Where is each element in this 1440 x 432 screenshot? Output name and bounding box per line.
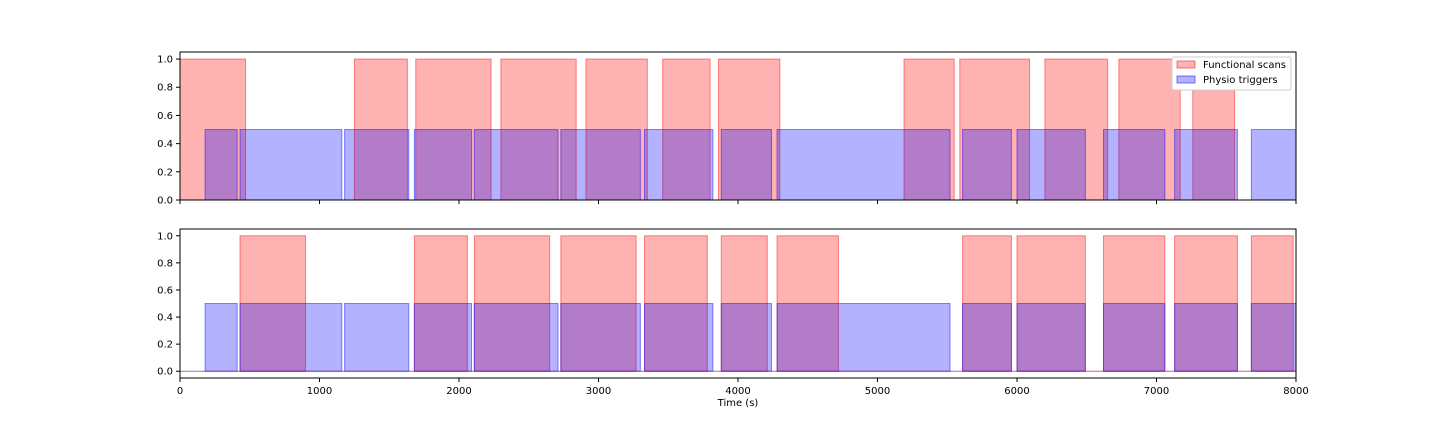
bottom-functional-scans-block-0 [239, 235, 307, 372]
bottom-y-axis: 0.0 0.2 0.4 0.6 0.8 1.0 [157, 231, 180, 378]
bottom-physio-triggers-block-6 [644, 303, 714, 372]
bottom-ytick-label-4: 0.8 [157, 258, 173, 269]
bottom-physio-triggers-block-9 [962, 303, 1012, 372]
bottom-xtick-label-6: 6000 [1004, 386, 1029, 397]
top-ytick-label-2: 0.4 [157, 139, 173, 150]
bottom-functional-scans-block-1 [413, 235, 468, 372]
x-axis-label: Time (s) [717, 398, 759, 409]
bottom-functional-scans-block-5 [720, 235, 768, 372]
bottom-series-physio-triggers [204, 303, 1297, 372]
top-physio-triggers-block-6 [644, 129, 714, 201]
top-functional-scans-block-2 [415, 58, 492, 201]
bottom-functional-scans-block-10 [1174, 235, 1238, 372]
top-physio-triggers-block-7 [720, 129, 772, 201]
bottom-physio-triggers-block-0 [204, 303, 238, 372]
legend-label-functional-scans: Functional scans [1203, 60, 1286, 71]
top-ytick-label-5: 1.0 [157, 55, 173, 66]
top-ytick-label-1: 0.2 [157, 167, 173, 178]
top-physio-triggers-block-0 [204, 129, 238, 201]
bottom-functional-scans-block-4 [644, 235, 708, 372]
bottom-physio-triggers-block-4 [473, 303, 559, 372]
bottom-physio-triggers-block-10 [1016, 303, 1086, 372]
bottom-physio-triggers-block-7 [720, 303, 772, 372]
bottom-xtick-label-2: 2000 [446, 386, 471, 397]
bottom-physio-triggers-block-13 [1250, 303, 1297, 372]
legend-swatch-physio-triggers [1176, 75, 1196, 84]
bottom-functional-scans-block-2 [473, 235, 551, 372]
bottom-xtick-label-3: 3000 [586, 386, 611, 397]
top-plot-fills [179, 58, 1297, 201]
top-functional-scans-block-8 [959, 58, 1031, 201]
bottom-ytick-label-2: 0.4 [157, 313, 173, 324]
bottom-xtick-label-0: 0 [177, 386, 183, 397]
top-physio-triggers-block-1 [239, 129, 343, 201]
top-physio-triggers-block-13 [1250, 129, 1297, 201]
bottom-functional-scans-block-6 [776, 235, 839, 372]
bottom-physio-triggers-block-1 [239, 303, 343, 372]
bottom-xtick-label-7: 7000 [1144, 386, 1169, 397]
bottom-xtick-label-5: 5000 [865, 386, 890, 397]
bottom-ytick-label-1: 0.2 [157, 340, 173, 351]
top-series-physio-triggers [204, 129, 1297, 201]
top-physio-triggers-block-3 [413, 129, 473, 201]
top-functional-scans-block-1 [353, 58, 408, 201]
top-physio-triggers-block-5 [560, 129, 641, 201]
bottom-physio-triggers-block-11 [1102, 303, 1166, 372]
top-series-functional-scans [179, 58, 1236, 201]
bottom-panel: 0.0 0.2 0.4 0.6 0.8 1.0 0 1000 2000 3000 4000 5000… [157, 228, 1309, 409]
top-physio-triggers-block-12 [1174, 129, 1238, 201]
bottom-xtick-label-1: 1000 [307, 386, 332, 397]
bottom-ytick-label-5: 1.0 [157, 231, 173, 242]
bottom-xtick-label-8: 8000 [1283, 386, 1308, 397]
top-functional-scans-block-0 [179, 58, 247, 201]
legend-label-physio-triggers: Physio triggers [1203, 75, 1278, 86]
bottom-functional-scans-block-8 [1016, 235, 1086, 372]
top-physio-triggers-block-8 [776, 129, 951, 201]
bottom-x-axis: 0 1000 2000 3000 4000 5000 6000 7000 8000 [177, 378, 1309, 397]
bottom-ytick-label-0: 0.0 [157, 367, 173, 378]
top-ytick-label-4: 0.8 [157, 83, 173, 94]
top-functional-scans-block-7 [903, 58, 955, 201]
bottom-functional-scans-block-9 [1102, 235, 1166, 372]
legend: Functional scans Physio triggers [1171, 56, 1292, 91]
top-panel: 0.0 0.2 0.4 0.6 0.8 1.0 Functional scans Phys… [157, 51, 1297, 207]
top-functional-scans-block-6 [717, 58, 781, 201]
top-x-axis [179, 200, 1297, 204]
bottom-functional-scans-block-11 [1250, 235, 1294, 372]
bottom-xtick-label-4: 4000 [725, 386, 750, 397]
bottom-physio-triggers-block-8 [776, 303, 951, 372]
top-physio-triggers-block-4 [473, 129, 559, 201]
bottom-physio-triggers-block-2 [344, 303, 410, 372]
bottom-physio-triggers-block-5 [560, 303, 641, 372]
legend-box [1171, 56, 1292, 91]
top-ytick-label-3: 0.6 [157, 111, 173, 122]
top-functional-scans-block-3 [500, 58, 577, 201]
top-physio-triggers-block-10 [1016, 129, 1086, 201]
top-ytick-label-0: 0.0 [157, 196, 173, 207]
bottom-plot-fills [180, 235, 1297, 372]
top-physio-triggers-block-9 [962, 129, 1012, 201]
top-y-axis: 0.0 0.2 0.4 0.6 0.8 1.0 [157, 55, 180, 207]
bottom-series-functional-scans [239, 235, 1294, 372]
top-physio-triggers-block-2 [344, 129, 410, 201]
bottom-ytick-label-3: 0.6 [157, 285, 173, 296]
legend-swatch-functional-scans [1176, 60, 1196, 69]
top-functional-scans-block-9 [1044, 58, 1109, 201]
top-physio-triggers-block-11 [1102, 129, 1166, 201]
bottom-physio-triggers-block-3 [413, 303, 473, 372]
bottom-physio-triggers-block-12 [1174, 303, 1238, 372]
